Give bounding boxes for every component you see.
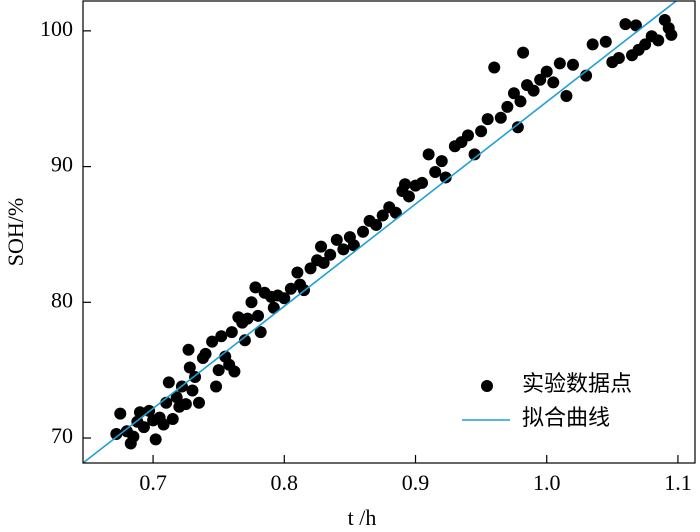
data-point	[324, 248, 337, 261]
data-point	[228, 365, 241, 378]
data-point	[182, 343, 195, 356]
data-point	[429, 166, 442, 179]
y-tick-label: 90	[51, 152, 73, 177]
data-point	[215, 330, 228, 343]
data-point	[665, 28, 678, 41]
data-point	[540, 65, 553, 78]
data-point	[225, 326, 238, 339]
data-point	[357, 225, 370, 238]
data-point	[435, 155, 448, 168]
data-point	[468, 148, 481, 161]
data-point	[330, 233, 343, 246]
data-point	[254, 326, 267, 339]
data-point	[599, 35, 612, 48]
data-point	[629, 19, 642, 32]
data-point	[137, 421, 150, 434]
data-point	[170, 391, 183, 404]
data-point	[639, 38, 652, 51]
x-tick-label: 0.9	[402, 470, 430, 495]
y-tick-label: 100	[40, 16, 73, 41]
data-point	[183, 361, 196, 374]
data-point	[238, 334, 251, 347]
data-point	[245, 296, 258, 309]
data-point	[652, 34, 665, 47]
data-point	[389, 206, 402, 219]
data-point	[114, 407, 127, 420]
data-point	[162, 376, 175, 389]
y-axis-label: SOH/%	[3, 198, 28, 266]
fit-line	[83, 1, 678, 463]
data-point	[416, 176, 429, 189]
data-point	[347, 239, 360, 252]
data-point	[527, 84, 540, 97]
data-point	[179, 398, 192, 411]
data-point	[619, 18, 632, 31]
data-point	[291, 266, 304, 279]
data-point	[560, 90, 573, 103]
data-point	[402, 190, 415, 203]
data-point	[534, 73, 547, 86]
data-point	[461, 129, 474, 142]
data-point	[278, 292, 291, 305]
data-point	[249, 281, 262, 294]
plot-area	[83, 1, 678, 463]
y-tick-label: 70	[51, 423, 73, 448]
plot-frame	[82, 0, 696, 464]
data-point	[284, 282, 297, 295]
data-point	[127, 430, 140, 443]
data-point	[566, 58, 579, 71]
data-point	[439, 171, 452, 184]
data-point	[149, 433, 162, 446]
data-point	[157, 418, 170, 431]
x-tick-label: 1.1	[664, 470, 692, 495]
data-point	[399, 178, 412, 191]
data-point	[206, 335, 219, 348]
data-point	[199, 347, 212, 360]
x-tick-label: 0.8	[271, 470, 299, 495]
data-point	[317, 256, 330, 269]
data-point	[494, 111, 507, 124]
data-point	[481, 113, 494, 126]
data-point	[133, 406, 146, 419]
data-point	[252, 309, 265, 322]
data-point	[370, 218, 383, 231]
data-point	[511, 121, 524, 134]
data-point	[186, 384, 199, 397]
data-point	[241, 312, 254, 325]
data-point	[488, 61, 501, 74]
data-point	[337, 243, 350, 256]
data-point	[192, 396, 205, 409]
x-axis-label: t /h	[348, 505, 377, 530]
data-point	[586, 38, 599, 51]
data-point	[166, 413, 179, 426]
data-point	[212, 364, 225, 377]
data-point	[422, 148, 435, 161]
data-point	[507, 87, 520, 100]
legend-marker	[481, 380, 493, 392]
data-point	[304, 262, 317, 275]
data-point	[547, 76, 560, 89]
data-point	[475, 125, 488, 138]
data-point	[315, 240, 328, 253]
legend-label: 实验数据点	[522, 371, 632, 396]
y-tick-label: 80	[51, 287, 73, 312]
legend-label: 拟合曲线	[522, 405, 610, 430]
data-point	[267, 301, 280, 314]
data-point	[612, 52, 625, 65]
data-point	[110, 427, 123, 440]
data-point	[514, 95, 527, 108]
x-tick-label: 0.7	[139, 470, 167, 495]
data-point	[517, 46, 530, 59]
data-point	[501, 100, 514, 113]
data-point	[553, 57, 566, 70]
data-point	[376, 209, 389, 222]
x-tick-label: 1.0	[533, 470, 561, 495]
data-point	[210, 380, 223, 393]
